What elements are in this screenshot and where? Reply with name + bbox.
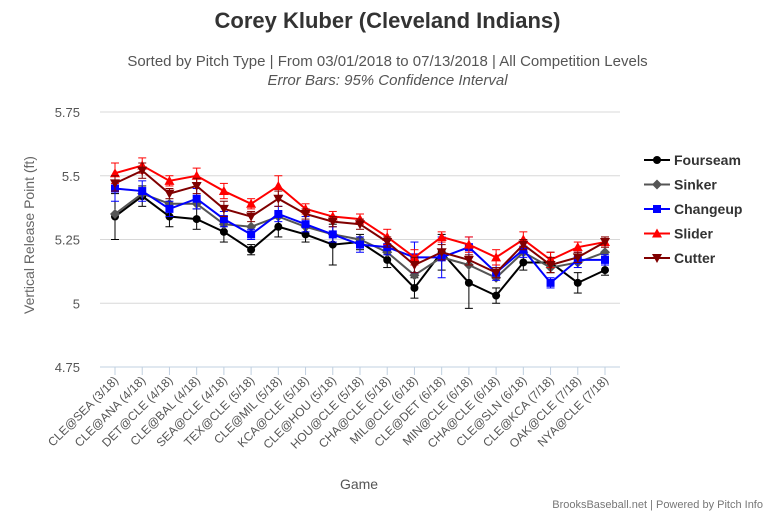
changeup-point[interactable] [219,215,228,224]
changeup-point[interactable] [165,204,174,213]
cutter-point[interactable] [382,238,393,248]
cutter-point[interactable] [191,181,202,191]
fourseam-point[interactable] [301,230,310,239]
fourseam-point[interactable] [219,227,228,236]
slider-point[interactable] [436,231,447,241]
slider-point[interactable] [218,186,229,196]
cutter-point[interactable] [273,194,284,204]
slider-point[interactable] [191,170,202,180]
legend-swatch-marker [653,156,661,164]
legend-label: Changeup [674,201,742,217]
changeup-point[interactable] [601,255,609,264]
fourseam-point[interactable] [573,278,582,287]
changeup-point[interactable] [274,210,283,218]
fourseam-point[interactable] [519,258,528,267]
changeup-point[interactable] [247,230,256,239]
chart-subtitle: Sorted by Pitch Type | From 03/01/2018 t… [0,52,775,90]
x-axis: CLE@SEA (3/18)CLE@ANA (4/18)DET@CLE (4/1… [45,366,620,452]
cutter-point[interactable] [218,204,229,214]
legend-swatch-marker [653,205,661,213]
legend-item-changeup[interactable]: Changeup [644,201,742,217]
legend-label: Slider [674,226,713,242]
legend[interactable]: Fourseam Sinker Changeup Slider Cutter [644,152,742,266]
y-axis-title: Vertical Release Point (ft) [21,156,37,314]
legend-item-slider[interactable]: Slider [644,226,713,242]
y-tick-label: 4.75 [55,360,80,375]
cutter-point[interactable] [436,248,447,258]
changeup-point[interactable] [192,194,201,203]
series-changeup [111,175,609,289]
cutter-point[interactable] [300,210,311,219]
legend-item-cutter[interactable]: Cutter [644,250,716,266]
changeup-point[interactable] [138,187,147,196]
slider-point[interactable] [572,242,583,252]
cutter-point[interactable] [572,253,583,263]
legend-label: Fourseam [674,152,741,168]
fourseam-point[interactable] [247,245,256,254]
changeup-point[interactable] [356,240,364,249]
y-tick-label: 5 [73,296,80,311]
fourseam-point[interactable] [328,240,337,249]
y-axis: 4.75 5 5.25 5.5 5.75 [55,105,80,375]
fourseam-point[interactable] [192,215,201,224]
legend-label: Cutter [674,250,716,266]
cutter-point[interactable] [327,217,338,227]
cutter-point[interactable] [164,189,175,199]
legend-swatch-marker [652,228,662,238]
fourseam-point[interactable] [464,278,473,287]
fourseam-point[interactable] [383,255,392,264]
cutter-point[interactable] [409,261,420,270]
subtitle-line-2: Error Bars: 95% Confidence Interval [267,72,508,89]
cutter-point[interactable] [246,212,257,222]
changeup-point[interactable] [328,230,337,239]
cutter-point[interactable] [137,166,148,176]
x-axis-title: Game [340,476,378,492]
chart-title: Corey Kluber (Cleveland Indians) [214,8,561,33]
cutter-point[interactable] [491,268,502,278]
changeup-point[interactable] [546,278,555,287]
fourseam-point[interactable] [492,291,501,300]
slider-point[interactable] [246,198,257,208]
fourseam-point[interactable] [410,283,419,292]
fourseam-point[interactable] [601,266,609,275]
plot-area [110,157,610,309]
slider-point[interactable] [463,239,474,249]
cutter-point[interactable] [110,179,120,189]
slider-point[interactable] [164,175,175,185]
legend-swatch-marker [652,179,662,190]
subtitle-line-1: Sorted by Pitch Type | From 03/01/2018 t… [127,53,648,70]
changeup-point[interactable] [301,220,310,229]
credit-text[interactable]: BrooksBaseball.net | Powered by Pitch In… [552,499,763,511]
legend-label: Sinker [674,177,717,193]
legend-item-sinker[interactable]: Sinker [644,177,717,193]
slider-point[interactable] [273,180,284,190]
y-tick-label: 5.25 [55,233,80,248]
sinker-point[interactable] [110,209,120,219]
fourseam-point[interactable] [274,222,283,231]
cutter-point[interactable] [545,261,556,270]
cutter-point[interactable] [518,240,529,250]
slider-point[interactable] [110,168,120,178]
slider-point[interactable] [491,252,502,262]
y-tick-label: 5.5 [62,169,80,184]
y-tick-label: 5.75 [55,105,80,120]
cutter-point[interactable] [600,238,610,248]
cutter-point[interactable] [355,220,365,230]
cutter-point[interactable] [463,255,474,265]
legend-item-fourseam[interactable]: Fourseam [644,152,741,168]
series-cutter [110,162,610,279]
legend-swatch-marker [652,254,662,263]
